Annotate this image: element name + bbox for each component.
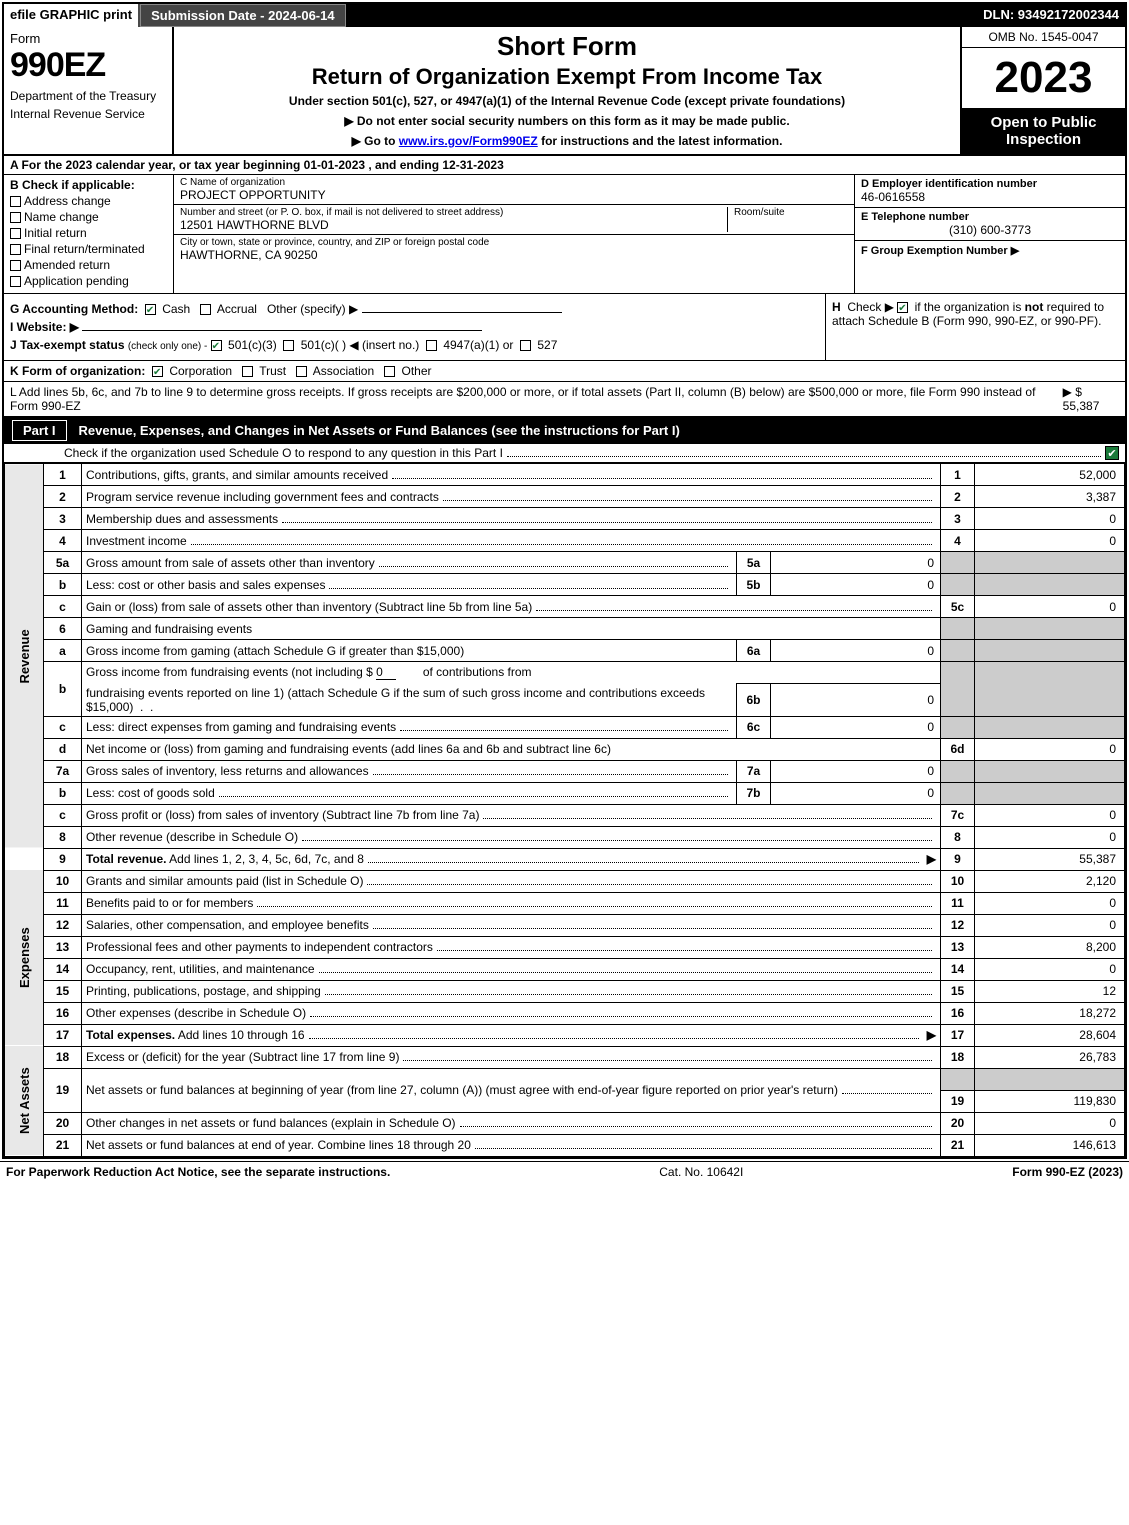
column-c: C Name of organization PROJECT OPPORTUNI…: [174, 175, 855, 293]
revenue-side-label: Revenue: [5, 464, 44, 849]
chk-accrual[interactable]: [200, 304, 211, 315]
c-city-label: City or town, state or province, country…: [180, 237, 848, 248]
dept-treasury: Department of the Treasury: [10, 89, 166, 103]
irs-link[interactable]: www.irs.gov/Form990EZ: [399, 134, 538, 148]
d-ein: D Employer identification number 46-0616…: [855, 175, 1125, 208]
part-1-label: Part I: [12, 420, 67, 441]
ln1-cn: 1: [941, 464, 975, 486]
row-a-calendar-year: A For the 2023 calendar year, or tax yea…: [4, 156, 1125, 175]
expenses-side-label: Expenses: [5, 870, 44, 1046]
org-address: 12501 HAWTHORNE BLVD: [180, 218, 721, 232]
chk-application-pending[interactable]: Application pending: [10, 274, 167, 288]
netassets-side-label: Net Assets: [5, 1046, 44, 1156]
ln9-val: 55,387: [975, 848, 1125, 870]
header-center: Short Form Return of Organization Exempt…: [174, 27, 960, 154]
tax-year: 2023: [962, 48, 1125, 108]
chk-cash[interactable]: [145, 304, 156, 315]
c-name: C Name of organization PROJECT OPPORTUNI…: [174, 175, 854, 205]
c-name-label: C Name of organization: [180, 177, 848, 188]
ssn-note: ▶ Do not enter social security numbers o…: [182, 114, 952, 128]
form-container: efile GRAPHIC print Submission Date - 20…: [2, 2, 1127, 1159]
chk-527[interactable]: [520, 340, 531, 351]
d-label: D Employer identification number: [861, 178, 1119, 190]
f-label: F Group Exemption Number ▶: [861, 244, 1119, 257]
dept-irs: Internal Revenue Service: [10, 107, 166, 121]
f-group: F Group Exemption Number ▶: [855, 241, 1125, 293]
chk-name-change[interactable]: Name change: [10, 210, 167, 224]
ln2-val: 3,387: [975, 486, 1125, 508]
i-website: I Website: ▶: [10, 320, 819, 334]
short-form-label: Short Form: [182, 31, 952, 62]
org-city: HAWTHORNE, CA 90250: [180, 248, 848, 262]
schedule-o-check[interactable]: ✔: [1105, 446, 1119, 460]
ln1-val: 52,000: [975, 464, 1125, 486]
room-suite-label: Room/suite: [728, 207, 848, 232]
block-bcdef: B Check if applicable: Address change Na…: [4, 175, 1125, 294]
ln1-desc: Contributions, gifts, grants, and simila…: [86, 468, 388, 482]
goto-post: for instructions and the latest informat…: [541, 134, 782, 148]
c-addr-label: Number and street (or P. O. box, if mail…: [180, 207, 721, 218]
chk-initial-return[interactable]: Initial return: [10, 226, 167, 240]
part-1-title: Revenue, Expenses, and Changes in Net As…: [79, 423, 680, 438]
ghi-left: G Accounting Method: Cash Accrual Other …: [4, 294, 825, 360]
chk-trust[interactable]: [242, 366, 253, 377]
form-word: Form: [10, 31, 166, 46]
footer-formref: Form 990-EZ (2023): [1012, 1165, 1123, 1179]
submission-date: Submission Date - 2024-06-14: [140, 4, 346, 27]
omb-number: OMB No. 1545-0047: [962, 27, 1125, 48]
column-b: B Check if applicable: Address change Na…: [4, 175, 174, 293]
l-amount: ▶ $ 55,387: [1063, 385, 1119, 413]
part-1-header: Part I Revenue, Expenses, and Changes in…: [4, 417, 1125, 444]
j-tax-exempt: J Tax-exempt status (check only one) - 5…: [10, 338, 819, 352]
chk-address-change[interactable]: Address change: [10, 194, 167, 208]
ein-value: 46-0616558: [861, 190, 1119, 204]
dln-label: DLN: 93492172002344: [977, 4, 1125, 27]
part-1-sub: Check if the organization used Schedule …: [4, 444, 1125, 463]
chk-4947[interactable]: [426, 340, 437, 351]
chk-corporation[interactable]: [152, 366, 163, 377]
chk-association[interactable]: [296, 366, 307, 377]
chk-other-org[interactable]: [384, 366, 395, 377]
row-k: K Form of organization: Corporation Trus…: [4, 361, 1125, 382]
h-check: H Check ▶ if the organization is not req…: [825, 294, 1125, 360]
e-label: E Telephone number: [861, 211, 1119, 223]
top-bar: efile GRAPHIC print Submission Date - 20…: [4, 4, 1125, 27]
form-header: Form 990EZ Department of the Treasury In…: [4, 27, 1125, 156]
b-heading: B Check if applicable:: [10, 178, 167, 192]
phone-value: (310) 600-3773: [861, 223, 1119, 237]
goto-pre: ▶ Go to: [352, 134, 399, 148]
header-left: Form 990EZ Department of the Treasury In…: [4, 27, 174, 154]
efile-label: efile GRAPHIC print: [4, 4, 140, 27]
chk-501c[interactable]: [283, 340, 294, 351]
column-def: D Employer identification number 46-0616…: [855, 175, 1125, 293]
chk-amended-return[interactable]: Amended return: [10, 258, 167, 272]
c-address: Number and street (or P. O. box, if mail…: [174, 205, 854, 235]
goto-note: ▶ Go to www.irs.gov/Form990EZ for instru…: [182, 134, 952, 148]
ln1-num: 1: [44, 464, 82, 486]
row-ghi: G Accounting Method: Cash Accrual Other …: [4, 294, 1125, 361]
other-specify-line[interactable]: [362, 312, 562, 313]
form-subtitle: Under section 501(c), 527, or 4947(a)(1)…: [182, 94, 952, 108]
lines-table: Revenue 1 Contributions, gifts, grants, …: [4, 463, 1125, 1157]
website-line[interactable]: [82, 330, 482, 331]
e-phone: E Telephone number (310) 600-3773: [855, 208, 1125, 241]
chk-schedule-b[interactable]: [897, 302, 908, 313]
header-right: OMB No. 1545-0047 2023 Open to Public In…: [960, 27, 1125, 154]
footer-catno: Cat. No. 10642I: [390, 1165, 1012, 1179]
open-inspection: Open to Public Inspection: [962, 108, 1125, 154]
chk-501c3[interactable]: [211, 340, 222, 351]
org-name: PROJECT OPPORTUNITY: [180, 188, 848, 202]
row-l: L Add lines 5b, 6c, and 7b to line 9 to …: [4, 382, 1125, 417]
form-number: 990EZ: [10, 46, 166, 85]
form-title: Return of Organization Exempt From Incom…: [182, 64, 952, 90]
page-footer: For Paperwork Reduction Act Notice, see …: [0, 1161, 1129, 1182]
footer-left: For Paperwork Reduction Act Notice, see …: [6, 1165, 390, 1179]
chk-final-return[interactable]: Final return/terminated: [10, 242, 167, 256]
c-city: City or town, state or province, country…: [174, 235, 854, 264]
g-accounting: G Accounting Method: Cash Accrual Other …: [10, 302, 819, 316]
